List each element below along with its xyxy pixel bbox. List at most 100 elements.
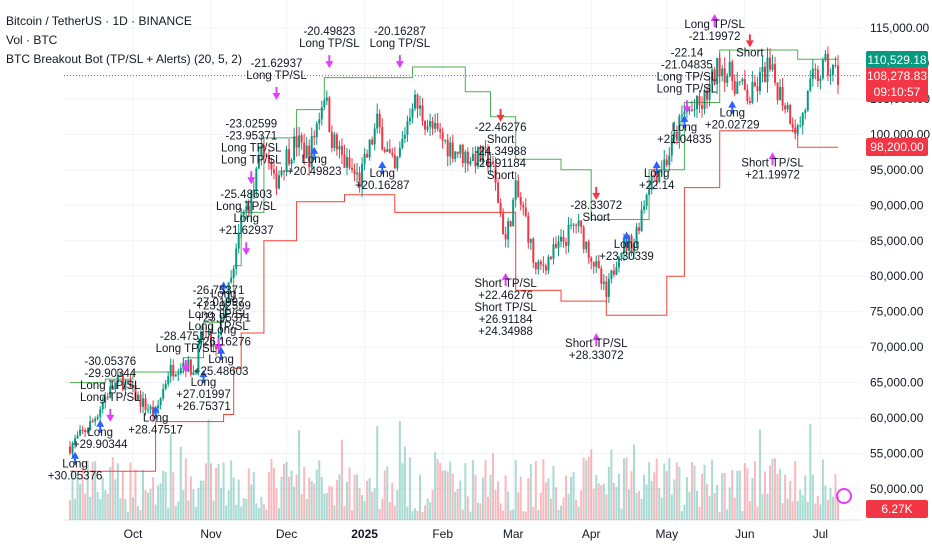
volume-bar: [328, 485, 331, 520]
tp-sl-marker: [710, 14, 719, 27]
candle-body: [595, 260, 598, 267]
candle-body: [416, 94, 419, 109]
volume-bar: [542, 459, 545, 520]
volume-bar: [114, 479, 117, 520]
long-arrow: [199, 370, 208, 384]
volume-bar: [492, 453, 495, 520]
volume-bar: [230, 460, 233, 520]
volume-bar: [74, 498, 77, 520]
tp-sl-marker: [247, 171, 256, 185]
volume-bar: [484, 460, 487, 520]
annotation-label: -23.02599: [225, 118, 277, 130]
volume-bar: [330, 486, 333, 520]
volume-bar: [99, 499, 102, 520]
annotation-label: Long: [208, 354, 234, 366]
volume-bar: [335, 480, 338, 520]
volume-bar: [356, 474, 359, 520]
candle-body: [86, 430, 89, 432]
volume-bar: [320, 477, 323, 520]
volume-bar: [421, 511, 424, 520]
candle-body: [695, 96, 698, 110]
candle-body: [811, 68, 814, 79]
volume-bar: [600, 485, 603, 520]
volume-bar: [456, 489, 459, 520]
annotation-label: Long TP/SL: [657, 83, 718, 95]
candle-body: [726, 75, 729, 83]
candle-body: [514, 180, 517, 200]
symbol-title[interactable]: Bitcoin / TetherUS · 1D · BINANCE: [6, 14, 192, 28]
candle-body: [648, 189, 651, 195]
volume-bar: [315, 469, 318, 520]
volume-bar: [622, 458, 625, 520]
candle-body: [721, 68, 724, 77]
candle-body: [111, 386, 114, 390]
long-arrow: [217, 346, 226, 360]
volume-bar: [242, 498, 245, 520]
volume-bar: [444, 470, 447, 520]
candle-body: [79, 429, 82, 436]
candle-body: [519, 197, 522, 205]
volume-title[interactable]: Vol · BTC: [6, 33, 58, 47]
candle-body: [587, 241, 590, 258]
volume-bar: [607, 467, 610, 520]
time-tick-label: Oct: [124, 527, 143, 541]
candle-body: [512, 199, 515, 227]
volume-bar: [469, 511, 472, 520]
volume-bar: [358, 487, 361, 520]
volume-bar: [255, 503, 258, 520]
volume-bar: [572, 471, 575, 520]
volume-bar: [260, 496, 263, 520]
candle-body: [212, 345, 215, 347]
time-axis[interactable]: Oct Nov Dec 2025 Feb Mar Apr May Jun Jul: [124, 527, 828, 541]
candle-body: [610, 270, 613, 279]
candle-body: [801, 112, 804, 126]
candle-body: [220, 316, 223, 336]
volume-bar: [733, 497, 736, 520]
candle-body: [411, 108, 414, 118]
candle-body: [738, 81, 741, 83]
candle-body: [756, 86, 759, 92]
candle-body: [486, 148, 489, 168]
volume-bar: [305, 499, 308, 520]
candle-body: [837, 65, 839, 85]
candle-body: [434, 122, 437, 129]
volume-bar: [736, 470, 739, 520]
volume-bar: [401, 463, 404, 520]
candle-body: [449, 142, 452, 157]
volume-bar: [383, 470, 386, 520]
volume-bar: [512, 509, 515, 520]
annotation-label: +23.30339: [599, 251, 654, 263]
candle-body: [356, 172, 359, 175]
candle-body: [436, 122, 439, 129]
annotation-label: +24.34988: [478, 326, 533, 338]
volume-bar: [71, 470, 74, 520]
volume-bar: [524, 511, 527, 520]
volume-bar: [653, 472, 656, 520]
candle-body: [172, 364, 175, 377]
candle-body: [517, 180, 520, 198]
volume-bar: [831, 496, 834, 520]
candle-body: [824, 53, 827, 61]
volume-bar: [575, 500, 578, 520]
volume-bar: [272, 467, 275, 520]
indicator-title[interactable]: BTC Breakout Bot (TP/SL + Alerts) (20, 5…: [6, 52, 242, 66]
candle-body: [456, 151, 459, 154]
annotation-label: +28.33072: [569, 350, 624, 362]
volume-bar: [711, 459, 714, 520]
volume-bar: [527, 478, 530, 520]
candle-body: [398, 147, 401, 157]
volume-bar: [413, 508, 416, 520]
candle-body: [789, 104, 792, 125]
volume-bar: [605, 494, 608, 520]
annotation-label: -23.95371: [225, 130, 277, 142]
volume-bar: [280, 476, 283, 520]
volume-bar: [766, 493, 769, 520]
volume-bar: [267, 471, 270, 520]
candle-body: [668, 155, 671, 166]
volume-bar: [554, 487, 557, 520]
long-arrow: [71, 451, 80, 465]
tradingview-logo-icon[interactable]: [836, 488, 852, 504]
volume-bar: [288, 476, 291, 520]
volume-bar: [670, 494, 673, 520]
